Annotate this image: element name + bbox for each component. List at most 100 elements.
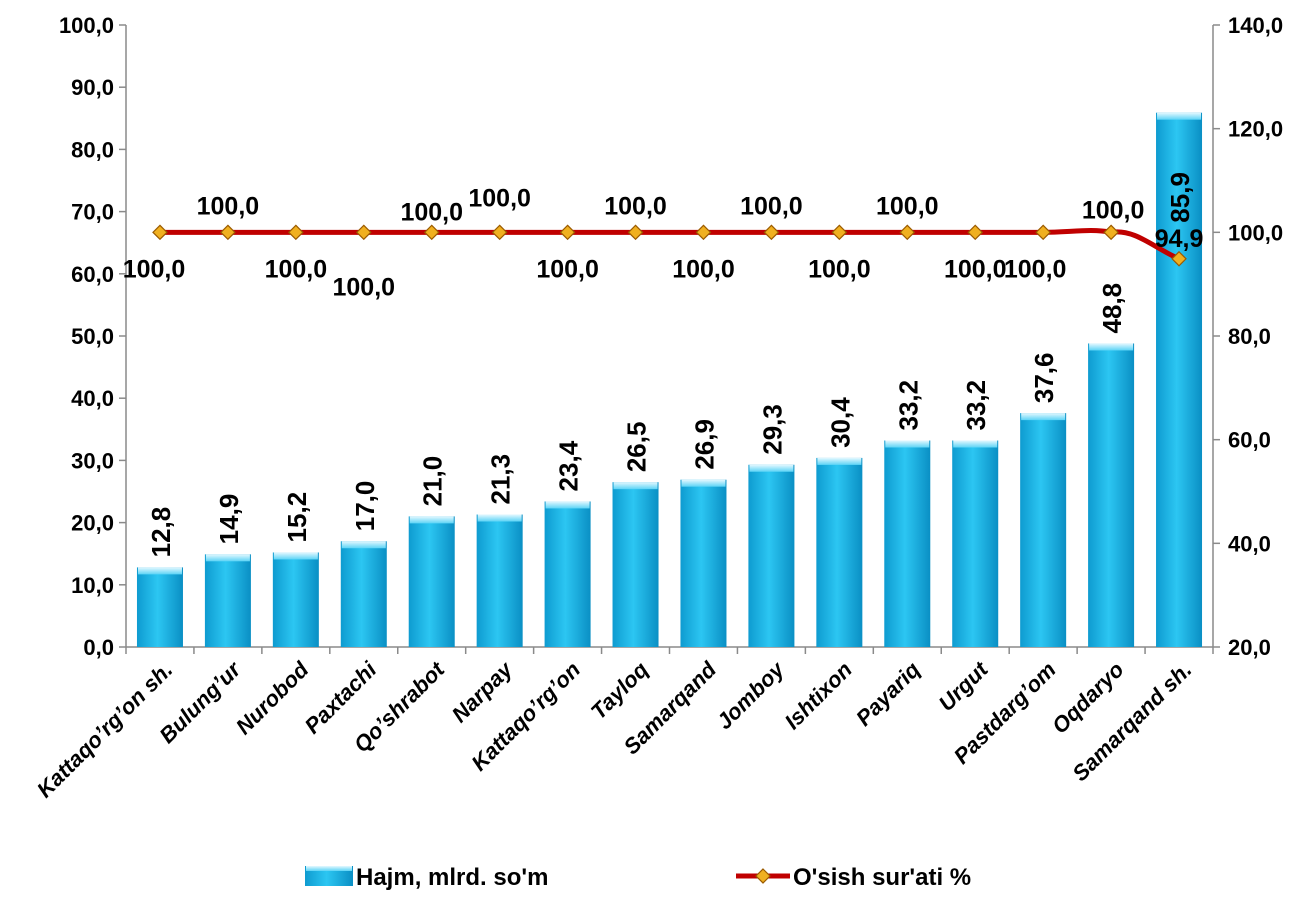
bar-value-label: 37,6 — [1029, 353, 1059, 404]
line-value-label: 100,0 — [536, 255, 599, 283]
line-value-label: 100,0 — [808, 255, 871, 283]
bar-value-label: 26,9 — [689, 419, 719, 470]
line-value-label: 100,0 — [400, 198, 463, 226]
legend-line-label: O'sish sur'ati % — [793, 864, 971, 891]
line-point — [1035, 224, 1052, 241]
category-label: Jomboy — [712, 656, 791, 735]
category-labels: Kattaqo’rg’on sh.Bulung’urNurobodPaxtach… — [32, 656, 1197, 803]
line-value-label: 100,0 — [1004, 255, 1067, 283]
bar — [544, 501, 591, 647]
bar-highlight — [1089, 343, 1134, 351]
line-point — [899, 224, 916, 241]
bar — [476, 514, 523, 647]
line-point — [627, 224, 644, 241]
left-tick-label: 70,0 — [71, 200, 114, 225]
bar-value-label: 48,8 — [1097, 283, 1127, 334]
line-point — [559, 224, 576, 241]
line-point — [763, 224, 780, 241]
bar — [340, 541, 387, 647]
bar-value-label: 33,2 — [961, 380, 991, 431]
bar — [1156, 112, 1203, 647]
line-value-label: 100,0 — [197, 192, 260, 220]
bar-value-label: 14,9 — [214, 494, 244, 545]
line-point — [423, 224, 440, 241]
bar — [816, 457, 863, 647]
line-point — [1171, 250, 1187, 267]
left-tick-label: 20,0 — [71, 511, 114, 536]
left-tick-label: 80,0 — [71, 137, 114, 162]
bar-value-label: 12,8 — [146, 507, 176, 558]
right-tick-label: 140,0 — [1228, 13, 1283, 38]
bar-value-label: 26,5 — [622, 422, 652, 473]
bar-value-label: 29,3 — [757, 404, 787, 455]
line-value-label: 100,0 — [265, 255, 328, 283]
bar-value-label: 33,2 — [893, 380, 923, 431]
bar-highlight — [817, 457, 862, 465]
bar — [884, 440, 931, 647]
line-value-label: 100,0 — [1082, 196, 1145, 224]
category-label: Samarqand sh. — [1067, 657, 1196, 786]
line-value-label: 100,0 — [672, 255, 735, 283]
right-tick-label: 60,0 — [1228, 428, 1271, 453]
bar-value-labels: 12,8 14,9 15,2 17,0 21,0 21,3 23,4 26,5 26,9 29,3… — [146, 172, 1195, 557]
bar-highlight — [885, 440, 930, 448]
line-point — [152, 224, 168, 241]
bar — [612, 482, 659, 647]
axes: 0,0 10,0 20,0 30,0 40,0 50,0 60,0 70,0 80,0 90,0 1… — [59, 13, 1283, 660]
bar-value-label: 30,4 — [825, 397, 855, 448]
line-value-label: 100,0 — [740, 192, 803, 220]
line-value-label: 100,0 — [604, 192, 667, 220]
right-tick-label: 100,0 — [1228, 220, 1283, 245]
bar-highlight — [477, 514, 522, 522]
bar-value-label: 85,9 — [1165, 172, 1195, 223]
line-value-label: 100,0 — [468, 184, 531, 212]
bar-value-label: 15,2 — [282, 492, 312, 543]
bar — [1020, 413, 1067, 647]
bar-highlight — [273, 552, 318, 560]
line-point — [220, 224, 236, 241]
line-value-label: 100,0 — [333, 273, 396, 301]
left-tick-label: 10,0 — [71, 573, 114, 598]
line-value-label: 100,0 — [944, 255, 1007, 283]
bar — [136, 567, 183, 647]
bar — [272, 552, 319, 647]
left-tick-label: 60,0 — [71, 262, 114, 287]
bar — [748, 464, 795, 647]
bar — [952, 440, 999, 647]
left-tick-label: 0,0 — [83, 635, 114, 660]
legend-bar-swatch-highlight — [306, 866, 352, 871]
bar-highlight — [1021, 413, 1066, 421]
bar-series — [136, 112, 1203, 647]
category-label: Payariq — [851, 656, 925, 730]
line-point — [1103, 224, 1119, 241]
right-tick-label: 20,0 — [1228, 635, 1271, 660]
line-value-label: 100,0 — [876, 192, 939, 220]
bar-highlight — [205, 554, 250, 562]
category-label: Nurobod — [231, 656, 314, 739]
category-label: Ishtixon — [780, 657, 857, 734]
bar-highlight — [341, 541, 386, 549]
bar-highlight — [545, 501, 590, 509]
bar-highlight — [1157, 112, 1202, 120]
line-series — [152, 224, 1187, 267]
line-value-label: 100,0 — [123, 255, 186, 283]
bar — [1088, 343, 1135, 647]
legend: Hajm, mlrd. so'm O'sish sur'ati % — [305, 864, 971, 891]
line-value-label: 94,9 — [1155, 225, 1204, 253]
bar-value-label: 21,3 — [486, 454, 516, 505]
legend-bar-label: Hajm, mlrd. so'm — [356, 864, 548, 891]
bar-value-label: 21,0 — [418, 456, 448, 507]
category-label: Urgut — [934, 656, 994, 716]
line-point — [287, 224, 304, 241]
bar-highlight — [409, 516, 454, 524]
bar — [408, 516, 455, 647]
bar-highlight — [681, 479, 726, 487]
bar — [680, 479, 727, 647]
line-point — [355, 224, 372, 241]
line-point — [695, 224, 712, 241]
bar-highlight — [613, 482, 658, 490]
bar — [204, 554, 251, 647]
left-tick-label: 50,0 — [71, 324, 114, 349]
